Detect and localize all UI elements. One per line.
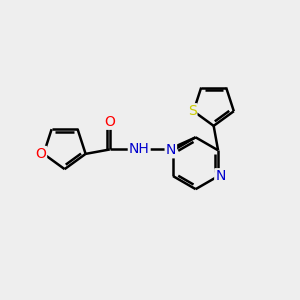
Text: NH: NH: [129, 142, 150, 157]
Text: O: O: [35, 147, 46, 161]
Text: S: S: [188, 104, 197, 118]
Text: O: O: [104, 115, 115, 129]
Text: N: N: [215, 169, 226, 183]
Text: N: N: [166, 143, 176, 157]
